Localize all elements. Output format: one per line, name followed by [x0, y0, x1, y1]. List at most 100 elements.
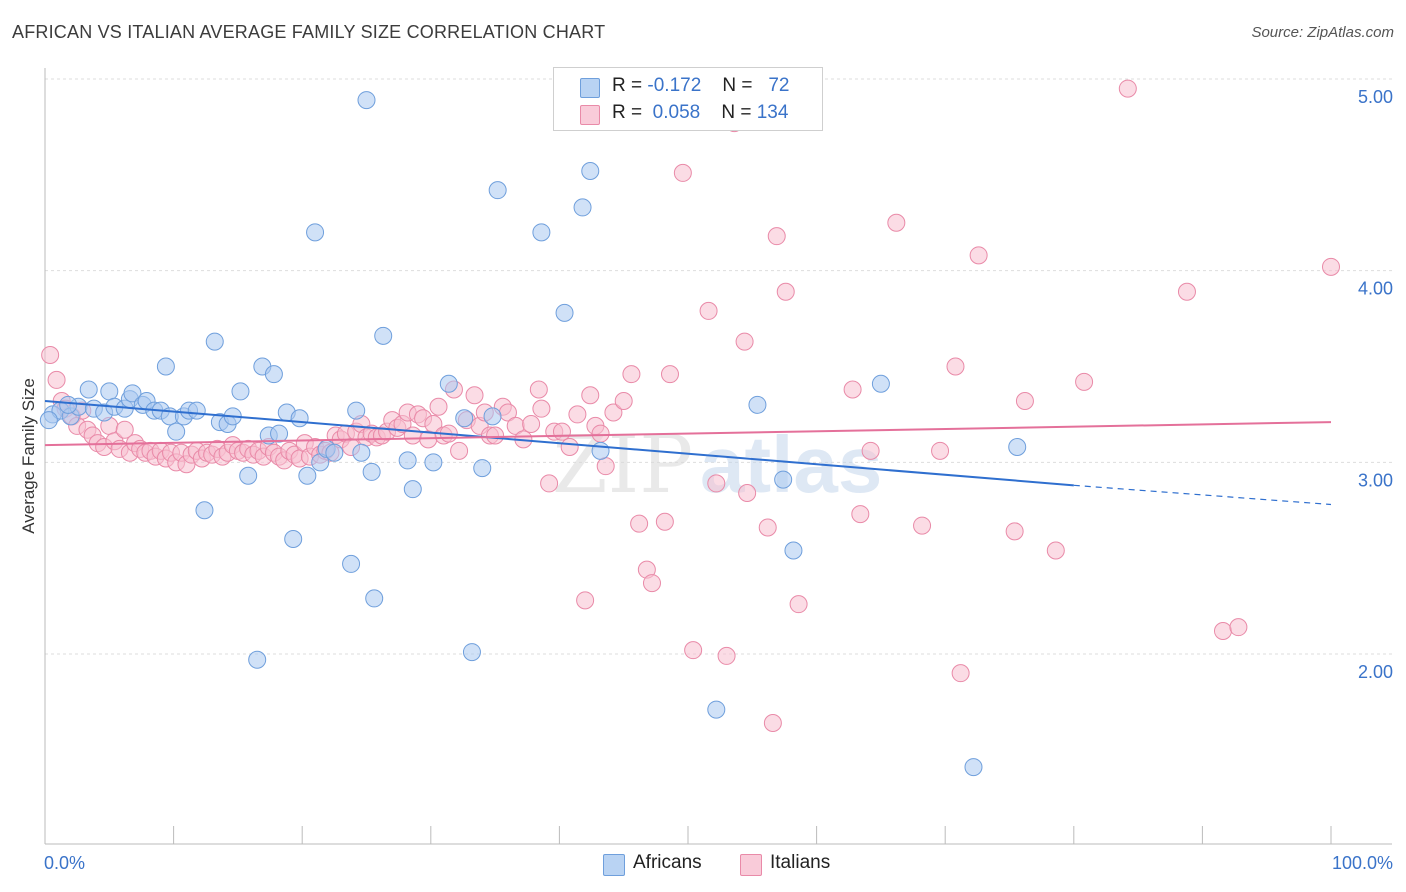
italians-point-99	[581, 386, 600, 405]
africans-point-69	[1008, 438, 1027, 456]
x-tick-label-end: 100.0%	[1332, 853, 1393, 873]
italians-point-131	[1015, 392, 1034, 410]
italians-points	[41, 79, 1340, 732]
africans-point-42	[347, 401, 366, 420]
africans-point-4	[79, 380, 98, 399]
trend-lines	[44, 400, 1332, 506]
africans-point-66	[784, 541, 803, 560]
italians-trend-line	[44, 421, 1332, 447]
africans-point-59	[555, 303, 574, 322]
africans-point-58	[532, 223, 551, 242]
y-tick-label-2: 4.00	[1358, 279, 1393, 299]
source-credit: Source: ZipAtlas.com	[1251, 24, 1394, 41]
africans-point-70	[39, 411, 58, 430]
italians-point-121	[776, 282, 795, 301]
africans-point-50	[403, 480, 422, 499]
africans-legend-swatch	[603, 854, 625, 876]
italians-swatch	[580, 105, 600, 125]
italians-point-96	[560, 438, 579, 456]
italians-point-129	[969, 246, 988, 265]
africans-point-71	[59, 395, 78, 414]
africans-point-16	[156, 357, 175, 376]
africans-n-label: N =	[722, 75, 753, 96]
italians-point-101	[591, 424, 610, 443]
africans-point-45	[362, 462, 381, 481]
italians-point-138	[1322, 257, 1340, 276]
africans-point-62	[591, 441, 610, 460]
africans-point-7	[100, 382, 119, 401]
italians-point-112	[684, 641, 703, 660]
africans-point-23	[205, 332, 224, 351]
italians-point-105	[622, 365, 641, 384]
italians-point-106	[630, 514, 649, 533]
africans-point-48	[374, 326, 393, 345]
y-axis-label: Average Family Size	[19, 378, 38, 534]
italians-point-75	[429, 397, 448, 416]
italians-point-114	[707, 474, 726, 493]
africans-point-54	[462, 643, 481, 662]
africans-point-47	[365, 589, 384, 608]
africans-point-64	[748, 395, 767, 414]
africans-point-22	[195, 501, 214, 520]
africans-point-63	[707, 700, 726, 719]
africans-point-29	[248, 650, 267, 669]
africans-point-27	[231, 382, 250, 401]
africans-point-68	[964, 758, 983, 777]
x-tick-label-start: 0.0%	[44, 853, 85, 873]
africans-point-46	[342, 554, 361, 573]
africans-point-38	[306, 223, 325, 242]
africans-point-33	[270, 424, 289, 443]
italians-n-value: 134	[756, 102, 789, 123]
italians-point-125	[861, 441, 880, 460]
africans-r-label: R =	[612, 75, 643, 96]
africans-point-41	[325, 443, 344, 462]
y-tick-label-1: 3.00	[1358, 470, 1393, 490]
stats-legend: R = -0.172 N = 72 R = 0.058 N = 134	[553, 67, 823, 131]
italians-point-104	[614, 392, 633, 410]
axes	[44, 68, 1392, 845]
italians-legend-swatch	[740, 854, 762, 876]
italians-point-95	[552, 422, 571, 441]
watermark-atlas: atlas	[700, 420, 882, 509]
italians-point-1	[47, 370, 66, 389]
italians-point-120	[767, 227, 786, 246]
italians-point-14	[115, 420, 134, 439]
africans-point-32	[264, 365, 283, 384]
italians-r-label: R =	[612, 102, 643, 123]
italians-point-130	[1005, 522, 1024, 541]
italians-point-133	[1075, 372, 1094, 391]
italians-point-132	[1046, 541, 1065, 560]
africans-point-61	[581, 162, 600, 180]
italians-point-93	[540, 474, 559, 493]
italians-point-117	[735, 332, 754, 351]
italians-stats: R = 0.058 N = 134	[612, 102, 788, 124]
italians-point-85	[486, 426, 505, 445]
africans-r-value: -0.172	[647, 75, 702, 96]
africans-trend-extension	[1073, 484, 1332, 506]
italians-point-118	[738, 484, 757, 502]
italians-point-98	[576, 591, 595, 610]
italians-point-108	[642, 574, 661, 593]
italians-point-91	[529, 380, 548, 399]
italians-point-97	[568, 405, 587, 424]
italians-point-136	[1213, 622, 1232, 640]
africans-point-43	[352, 443, 371, 462]
italians-point-137	[1229, 618, 1248, 637]
africans-point-67	[871, 374, 890, 393]
africans-point-37	[298, 466, 317, 485]
italians-point-90	[522, 415, 541, 433]
italians-point-111	[673, 163, 692, 182]
africans-point-53	[455, 409, 474, 428]
chart-title: AFRICAN VS ITALIAN AVERAGE FAMILY SIZE C…	[12, 22, 606, 42]
watermark: ZIP atlas	[552, 418, 882, 511]
africans-point-51	[424, 453, 443, 472]
africans-point-55	[473, 459, 492, 478]
italians-point-102	[596, 457, 615, 476]
italians-point-126	[887, 213, 906, 232]
y-tick-label-3: 5.00	[1358, 87, 1393, 107]
africans-legend-label: Africans	[633, 852, 702, 873]
africans-point-28	[239, 466, 258, 485]
africans-point-36	[290, 409, 309, 428]
africans-point-52	[439, 374, 458, 393]
